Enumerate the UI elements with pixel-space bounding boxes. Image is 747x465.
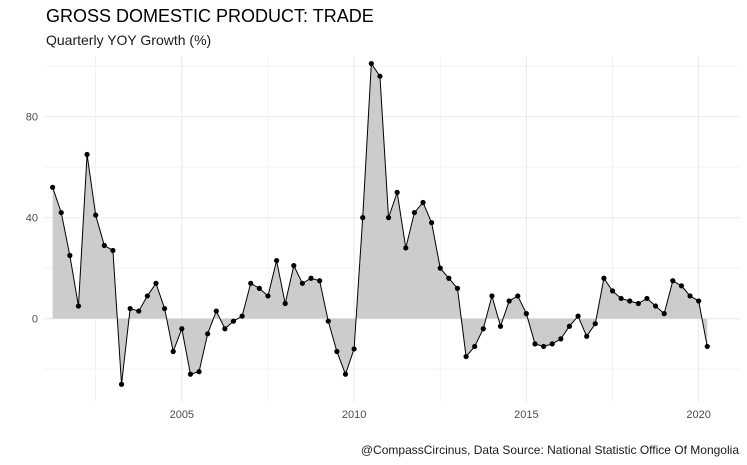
data-point — [110, 247, 116, 254]
x-tick-label: 2005 — [170, 409, 194, 421]
data-point — [144, 293, 150, 299]
axis-labels: 2005 2010 2015 2020 0 40 80 — [26, 112, 711, 421]
data-point — [282, 300, 288, 307]
data-point — [566, 323, 573, 329]
data-point — [84, 151, 90, 158]
point-layer — [50, 60, 710, 387]
area-layer — [52, 63, 708, 385]
data-point — [704, 343, 710, 350]
data-point — [506, 298, 512, 304]
data-point — [575, 313, 581, 319]
y-tick-label: 40 — [26, 213, 38, 225]
data-point — [351, 346, 357, 352]
y-tick-label: 80 — [26, 112, 38, 124]
data-point — [161, 305, 168, 312]
data-point — [75, 303, 82, 309]
data-point — [317, 278, 323, 284]
data-point — [127, 305, 133, 312]
data-point — [67, 252, 73, 259]
data-point — [497, 323, 504, 329]
data-point — [532, 341, 538, 347]
source-caption: @CompassCircinus, Data Source: National … — [360, 443, 739, 457]
y-tick-label: 0 — [32, 314, 38, 326]
data-point — [696, 298, 702, 304]
data-point — [342, 371, 349, 377]
data-point — [687, 293, 693, 299]
data-point — [230, 318, 237, 324]
data-point — [222, 326, 228, 332]
data-point — [661, 311, 667, 317]
data-point — [308, 275, 314, 281]
data-point — [437, 265, 443, 271]
data-point — [549, 341, 555, 347]
data-point — [170, 348, 176, 355]
data-point — [385, 215, 392, 221]
data-point — [472, 343, 478, 350]
data-point — [50, 184, 56, 190]
data-point — [368, 60, 374, 67]
data-point — [118, 381, 125, 387]
data-point — [58, 209, 64, 216]
data-point — [420, 199, 426, 206]
data-point — [239, 313, 245, 319]
data-point — [670, 278, 676, 284]
data-point — [325, 318, 331, 324]
data-point — [256, 285, 262, 291]
data-point — [205, 331, 211, 337]
data-point — [403, 245, 409, 251]
data-point — [652, 303, 659, 309]
data-point — [360, 215, 366, 221]
data-point — [299, 280, 306, 286]
x-tick-label: 2015 — [514, 409, 538, 421]
data-point — [377, 73, 383, 79]
data-point — [291, 263, 297, 269]
data-point — [463, 353, 469, 360]
data-point — [429, 220, 435, 226]
data-point — [153, 280, 159, 286]
chart-subtitle: Quarterly YOY Growth (%) — [46, 32, 212, 48]
data-point — [93, 212, 99, 218]
data-point — [101, 242, 107, 249]
data-point — [265, 293, 271, 299]
data-point — [394, 189, 400, 195]
data-point — [515, 293, 521, 299]
data-point — [592, 321, 598, 327]
data-point — [480, 326, 486, 332]
data-point — [179, 326, 185, 332]
data-point — [273, 257, 280, 264]
grid-lines — [44, 56, 740, 402]
area-fill — [52, 63, 708, 385]
data-point — [609, 288, 616, 294]
data-point — [196, 369, 202, 375]
data-point — [213, 308, 219, 314]
data-point — [454, 285, 461, 291]
data-point — [558, 336, 564, 342]
x-tick-label: 2010 — [342, 409, 366, 421]
data-point — [584, 333, 590, 339]
data-point — [541, 343, 547, 350]
data-point — [601, 275, 607, 281]
data-point — [678, 283, 685, 289]
data-point — [446, 275, 452, 281]
chart-title: GROSS DOMESTIC PRODUCT: TRADE — [46, 6, 374, 26]
data-point — [644, 295, 650, 302]
x-tick-label: 2020 — [686, 409, 710, 421]
data-point — [627, 298, 633, 304]
data-point — [618, 295, 624, 302]
data-point — [136, 308, 142, 314]
data-point — [489, 293, 495, 299]
data-point — [411, 209, 417, 216]
data-point — [523, 311, 529, 317]
data-point — [187, 371, 194, 377]
data-point — [334, 348, 340, 355]
data-point — [248, 280, 254, 286]
data-point — [635, 300, 641, 307]
